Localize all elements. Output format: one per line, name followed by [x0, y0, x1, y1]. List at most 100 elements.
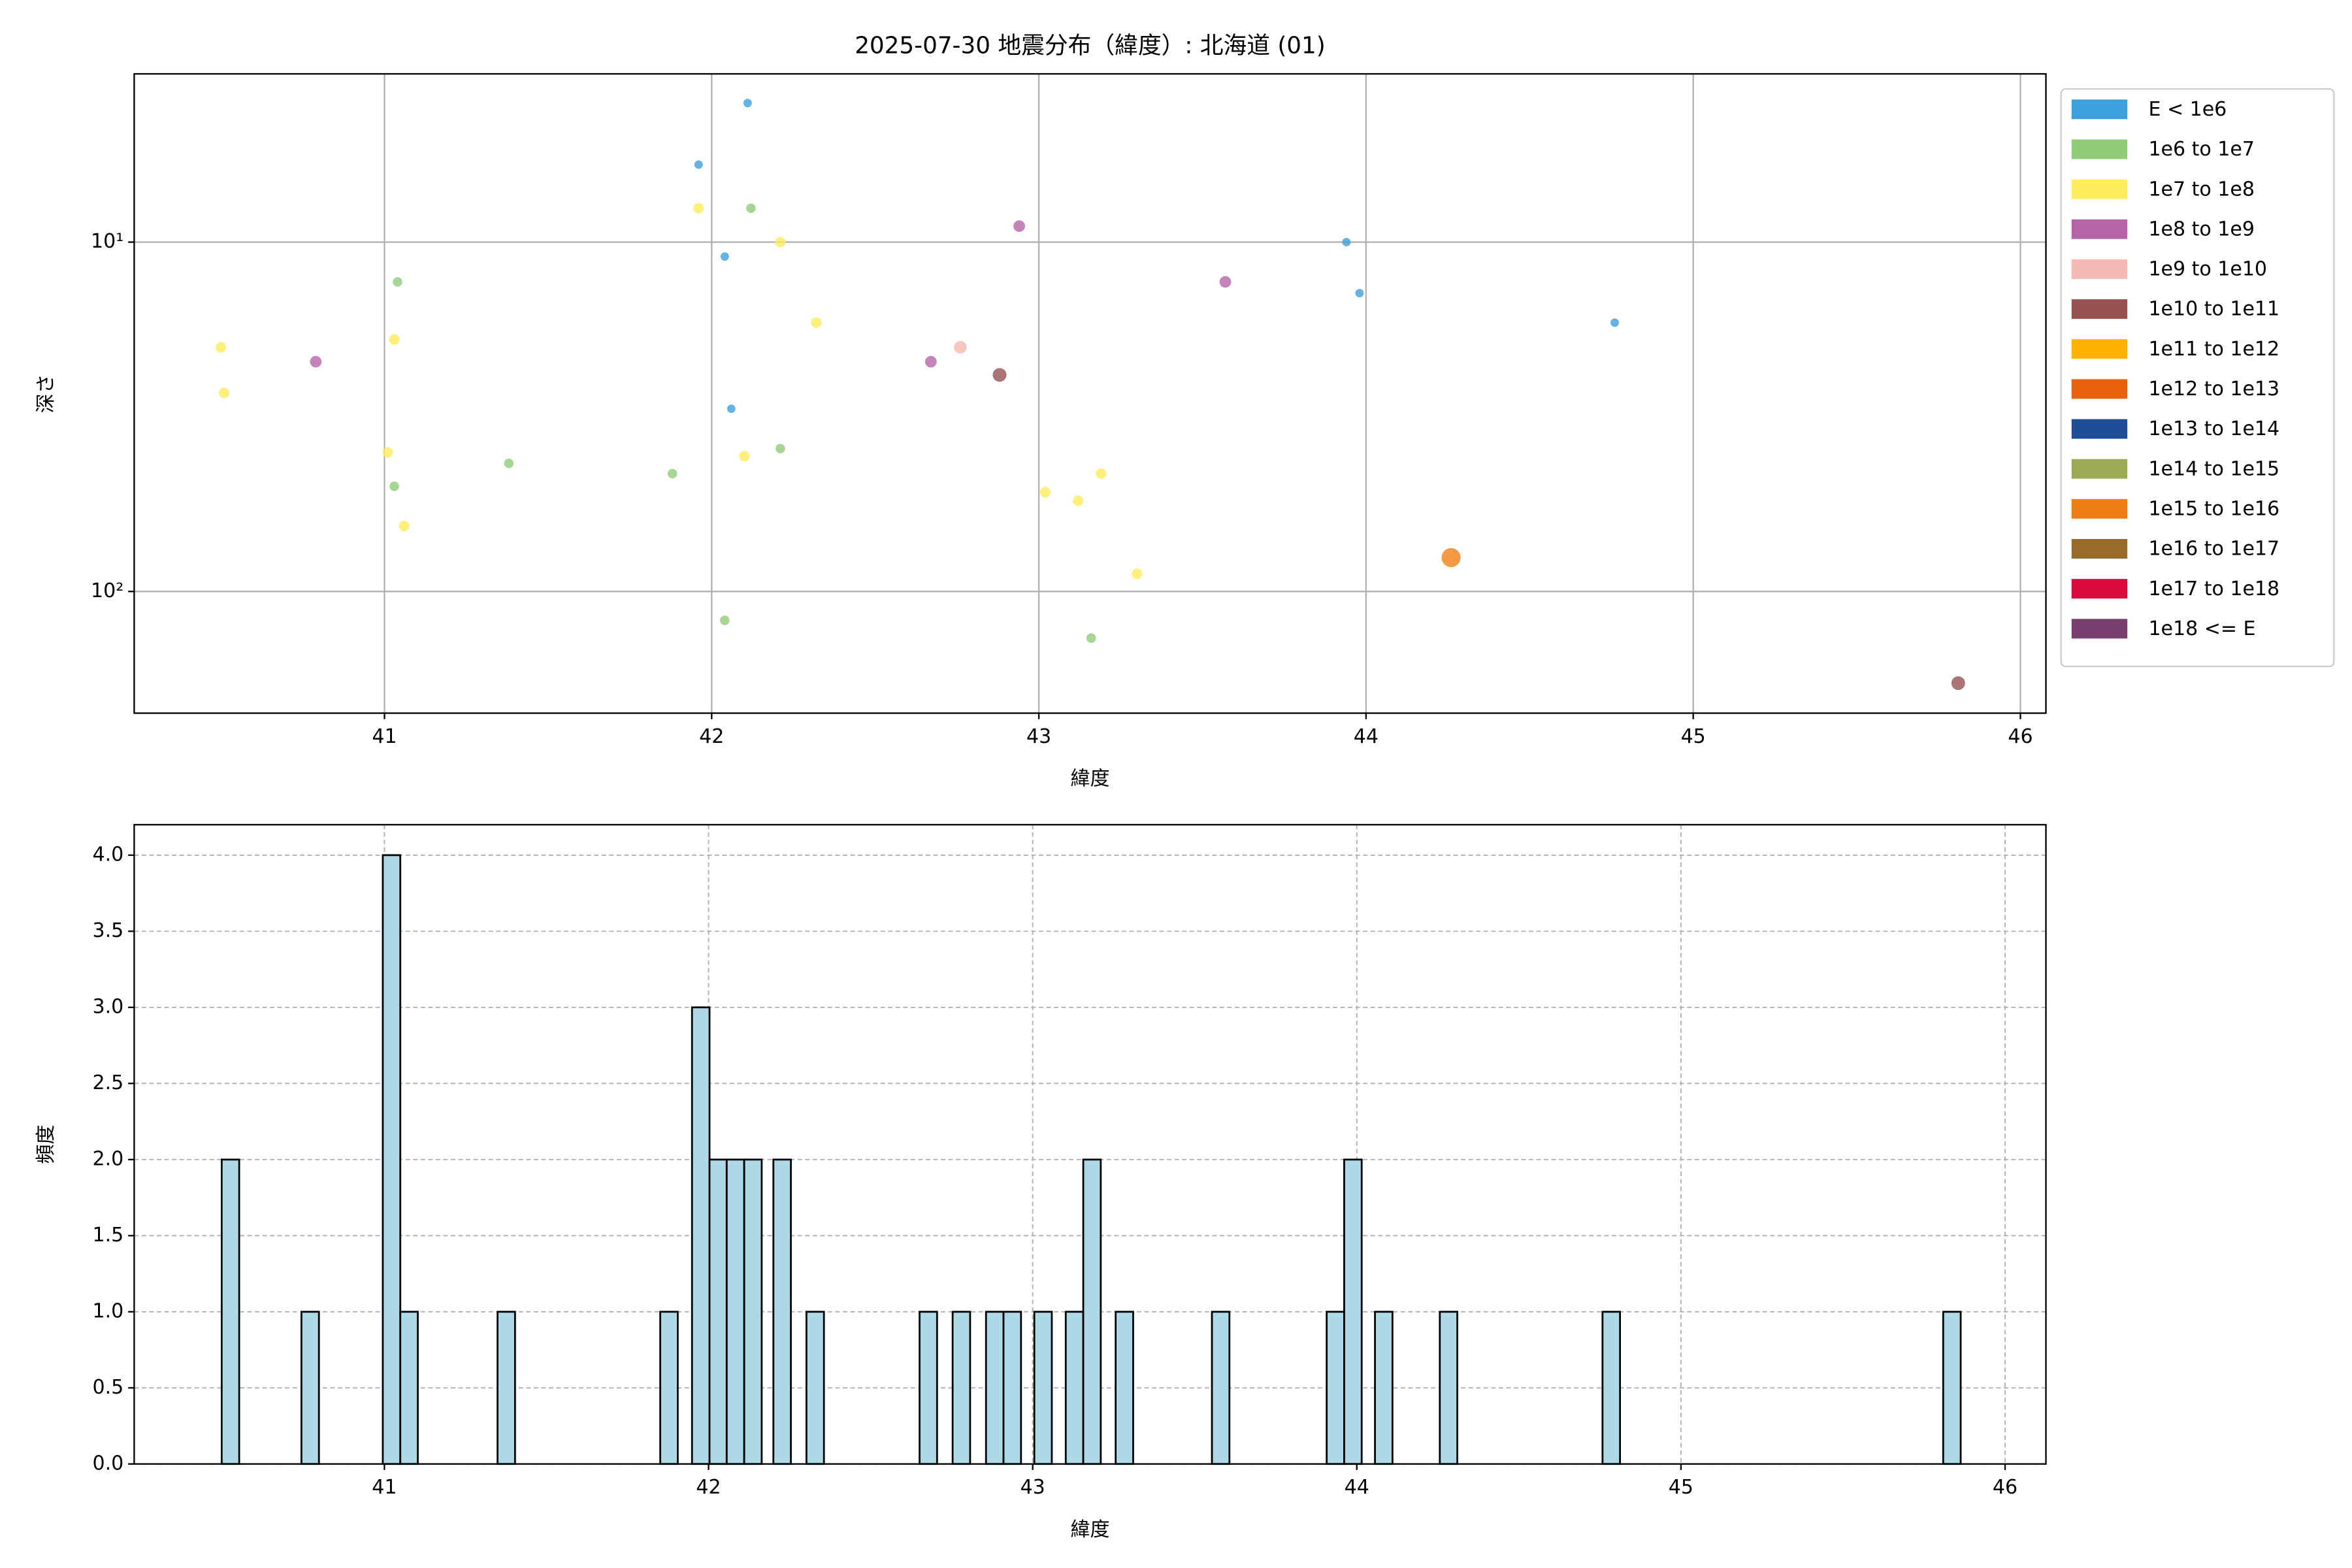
scatter-point: [1073, 495, 1084, 506]
legend-box: [2060, 88, 2335, 668]
legend-label: 1e13 to 1e14: [2148, 417, 2279, 440]
x-tick-label: 42: [696, 1476, 721, 1499]
histogram-bar: [743, 1158, 763, 1465]
legend-label: 1e7 to 1e8: [2148, 178, 2254, 201]
legend-label: 1e6 to 1e7: [2148, 138, 2254, 161]
x-tick-label: 43: [1021, 1476, 1045, 1499]
scatter-point: [1342, 238, 1351, 247]
scatter-point: [693, 203, 704, 214]
scatter-point: [1040, 487, 1051, 498]
legend-label: 1e9 to 1e10: [2148, 258, 2267, 281]
x-tick-label: 45: [1669, 1476, 1693, 1499]
scatter-point: [720, 252, 729, 261]
histogram-bar: [220, 1158, 240, 1465]
histogram-bar: [1326, 1311, 1345, 1465]
y-tick-label: 1.0: [93, 1299, 124, 1322]
y-tick-label: 10²: [91, 580, 123, 602]
y-tick-label: 4.0: [93, 843, 124, 866]
scatter-point: [1132, 568, 1143, 580]
x-tick-label: 41: [372, 1476, 397, 1499]
histogram-bar: [772, 1158, 792, 1465]
scatter-point: [811, 317, 822, 328]
scatter-point: [727, 404, 736, 414]
legend-swatch: [2071, 99, 2128, 120]
x-tick-label: 46: [2008, 725, 2033, 748]
legend-swatch: [2071, 579, 2128, 599]
histogram-bar: [382, 854, 402, 1465]
legend-swatch: [2071, 498, 2128, 519]
legend-label: 1e15 to 1e16: [2148, 498, 2279, 521]
scatter-point: [216, 342, 227, 353]
scatter-point: [1013, 220, 1025, 232]
axes-frame: [133, 824, 2047, 1465]
y-tick-label: 0.0: [93, 1452, 124, 1475]
legend-label: 1e8 to 1e9: [2148, 218, 2254, 240]
scatter-point: [389, 482, 399, 491]
axes-frame: [133, 73, 2047, 714]
scatter-point: [667, 468, 678, 479]
legend-swatch: [2071, 179, 2128, 199]
histogram-bar: [399, 1311, 419, 1465]
histogram-bar: [805, 1311, 825, 1465]
scatter-point: [1441, 547, 1461, 568]
legend-label: E < 1e6: [2148, 98, 2227, 121]
x-tick-label: 44: [1354, 725, 1379, 748]
legend-swatch: [2071, 299, 2128, 319]
histogram-bar: [725, 1158, 745, 1465]
legend-label: 1e18 <= E: [2148, 617, 2255, 640]
histogram-bar: [1002, 1311, 1022, 1465]
x-tick-label: 44: [1345, 1476, 1369, 1499]
y-axis-label: 深さ: [35, 374, 57, 413]
scatter-point: [746, 203, 756, 213]
x-tick-label: 45: [1681, 725, 1706, 748]
scatter-point: [739, 451, 750, 462]
scatter-point: [1086, 633, 1096, 643]
legend-swatch: [2071, 539, 2128, 559]
y-tick-label: 3.0: [93, 995, 124, 1018]
scatter-point: [1951, 676, 1965, 691]
scatter-point: [1610, 318, 1619, 327]
scatter-point: [382, 447, 393, 458]
histogram-bar: [691, 1006, 711, 1465]
histogram-bar: [1942, 1311, 1962, 1465]
legend-swatch: [2071, 379, 2128, 399]
legend-label: 1e14 to 1e15: [2148, 457, 2279, 480]
scatter-point: [219, 387, 230, 399]
y-tick-label: 0.5: [93, 1376, 124, 1399]
legend-swatch: [2071, 219, 2128, 239]
chart-title: 2025-07-30 地震分布（緯度）: 北海道 (01): [855, 33, 1326, 59]
legend-label: 1e10 to 1e11: [2148, 298, 2279, 321]
scatter-point: [775, 237, 786, 248]
x-tick-label: 41: [372, 725, 397, 748]
histogram-bar: [659, 1311, 679, 1465]
scatter-point: [504, 459, 514, 468]
legend-swatch: [2071, 259, 2128, 279]
scatter-point: [1219, 276, 1232, 288]
histogram-bar: [919, 1311, 938, 1465]
y-tick-label: 3.5: [93, 919, 124, 942]
histogram-bar: [1439, 1311, 1458, 1465]
scatter-point: [310, 355, 322, 368]
legend-swatch: [2071, 419, 2128, 439]
legend-label: 1e11 to 1e12: [2148, 338, 2279, 361]
y-tick-label: 1.5: [93, 1224, 124, 1247]
legend-swatch: [2071, 139, 2128, 159]
scatter-point: [992, 368, 1007, 382]
scatter-point: [776, 444, 785, 453]
scatter-point: [720, 615, 730, 625]
x-axis-label: 緯度: [1070, 768, 1109, 791]
histogram-bar: [951, 1311, 972, 1465]
legend-swatch: [2071, 459, 2128, 479]
scatter-point: [1096, 468, 1107, 480]
scatter-point: [393, 277, 402, 287]
x-tick-label: 46: [1993, 1476, 2017, 1499]
legend-swatch: [2071, 619, 2128, 639]
y-tick-label: 2.0: [93, 1147, 124, 1170]
scatter-point: [924, 355, 937, 368]
histogram-bar: [1082, 1158, 1102, 1465]
scatter-point: [1355, 289, 1364, 298]
legend-swatch: [2071, 339, 2128, 359]
x-tick-label: 43: [1026, 725, 1051, 748]
